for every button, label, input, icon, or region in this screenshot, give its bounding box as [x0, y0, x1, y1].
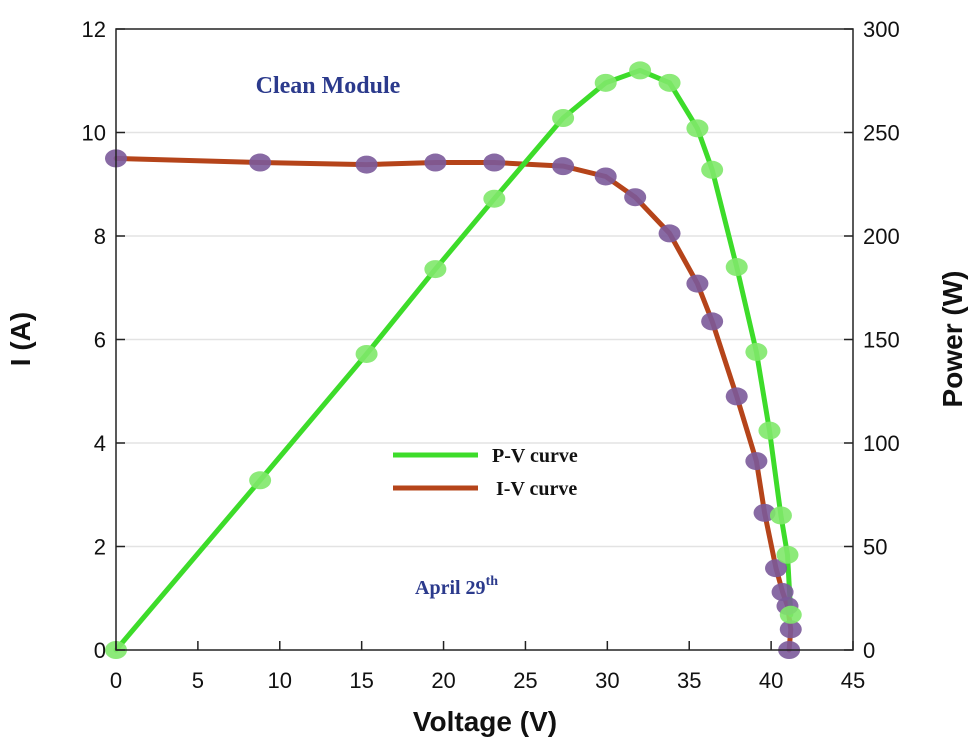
x-tick-label-45: 45: [841, 668, 865, 693]
y2-tick-label-0: 0: [863, 638, 875, 663]
point-iv-4: [483, 153, 506, 172]
point-pv-4: [483, 189, 506, 208]
point-iv-13: [753, 503, 776, 522]
series-layer: [105, 61, 802, 659]
y-tick-label-4: 4: [94, 431, 106, 456]
y-tick-label-0: 0: [94, 638, 106, 663]
point-iv-6: [594, 167, 617, 186]
point-iv-10: [701, 312, 724, 331]
x-tick-label-0: 0: [110, 668, 122, 693]
y2-tick-label-250: 250: [863, 121, 900, 146]
y2-tick-label-100: 100: [863, 431, 900, 456]
y2-tick-label-200: 200: [863, 224, 900, 249]
annotation-date-main: April 29: [415, 577, 486, 599]
point-iv-12: [745, 452, 768, 471]
series-line-pv: [113, 67, 794, 653]
x-tick-label-10: 10: [268, 668, 292, 693]
y-axis-label: I (A): [5, 312, 36, 366]
point-iv-14: [765, 559, 788, 578]
point-pv-15: [776, 545, 799, 564]
point-iv-2: [355, 155, 378, 174]
point-pv-6: [594, 73, 617, 92]
legend-label-iv: I-V curve: [496, 478, 577, 500]
point-iv-1: [249, 153, 272, 172]
point-pv-12: [745, 342, 768, 361]
y2-tick-label-50: 50: [863, 535, 887, 560]
point-pv-16: [779, 605, 802, 624]
point-pv-2: [355, 344, 378, 363]
x-axis-label: Voltage (V): [413, 706, 557, 737]
x-tick-label-25: 25: [513, 668, 537, 693]
point-iv-9: [686, 274, 709, 293]
x-tick-label-40: 40: [759, 668, 783, 693]
point-pv-9: [686, 119, 709, 138]
x-tick-label-35: 35: [677, 668, 701, 693]
x-tick-label-15: 15: [349, 668, 373, 693]
y2-axis-label: Power (W): [937, 271, 968, 408]
point-pv-3: [424, 260, 447, 279]
legend-label-pv: P-V curve: [492, 445, 578, 467]
ticks: 0 5 10 15 20 25 30 35 40 45 0 2 4 6 8 10 12 0 50 100 150 200 2…: [82, 17, 900, 693]
point-pv-8: [658, 73, 681, 92]
point-iv-15: [771, 583, 794, 602]
y-tick-label-8: 8: [94, 224, 106, 249]
annotation-module: Clean Module: [256, 73, 401, 99]
point-pv-10: [701, 160, 724, 179]
point-iv-8: [658, 224, 681, 243]
point-pv-11: [725, 258, 748, 277]
point-pv-1: [249, 471, 272, 490]
grid: [116, 131, 853, 548]
annotation-date-sup: th: [486, 574, 499, 589]
x-tick-label-30: 30: [595, 668, 619, 693]
point-iv-17: [779, 620, 802, 639]
annotation-date: April 29th: [415, 574, 498, 599]
y-tick-label-10: 10: [82, 121, 106, 146]
point-iv-11: [725, 387, 748, 406]
y-tick-label-2: 2: [94, 535, 106, 560]
point-iv-7: [624, 188, 647, 207]
point-iv-5: [552, 157, 575, 176]
y2-tick-label-300: 300: [863, 17, 900, 42]
point-pv-5: [552, 109, 575, 128]
x-tick-label-20: 20: [431, 668, 455, 693]
point-pv-7: [629, 61, 652, 80]
point-pv-14: [769, 506, 792, 525]
y2-tick-label-150: 150: [863, 328, 900, 353]
x-tick-label-5: 5: [192, 668, 204, 693]
point-pv-13: [758, 421, 781, 440]
y-tick-label-6: 6: [94, 328, 106, 353]
point-iv-3: [424, 153, 447, 172]
y-tick-label-12: 12: [82, 17, 106, 42]
legend: P-V curve I-V curve: [393, 445, 578, 500]
